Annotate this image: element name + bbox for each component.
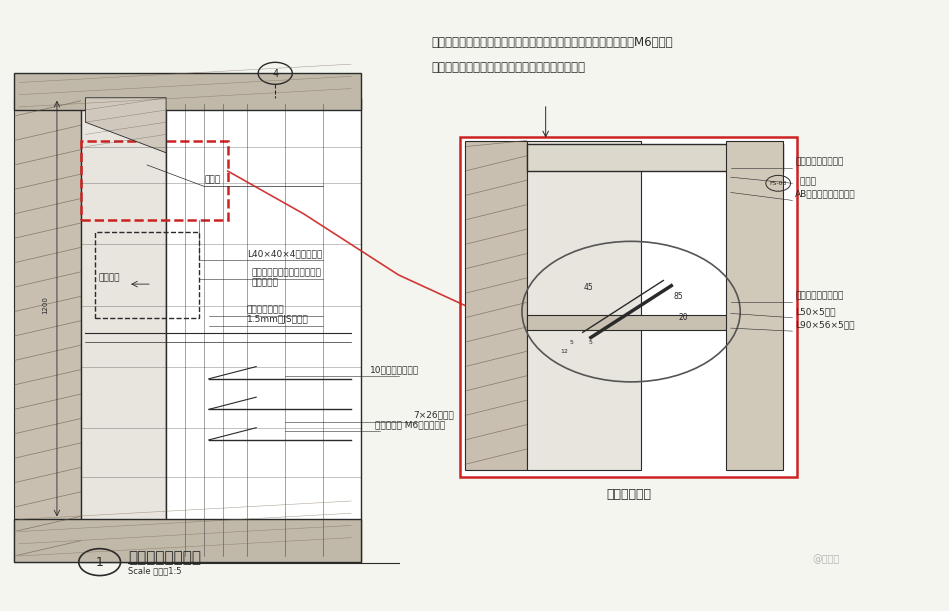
FancyBboxPatch shape [81,98,166,562]
Text: 马桶水箱: 马桶水箱 [99,273,120,282]
Text: 石材干挂件 M6不锈钢转轴: 石材干挂件 M6不锈钢转轴 [375,420,445,429]
Text: FS-03: FS-03 [770,181,787,186]
Text: 1200: 1200 [43,296,48,315]
Text: 5: 5 [569,340,573,345]
FancyBboxPatch shape [527,141,641,470]
FancyBboxPatch shape [14,519,361,562]
FancyBboxPatch shape [527,315,735,330]
Text: Scale 比例：1:5: Scale 比例：1:5 [128,567,181,576]
Text: 转轴，设置滑移槽，较传统检修盖做法更加合理。: 转轴，设置滑移槽，较传统检修盖做法更加合理。 [432,60,586,74]
Text: 85: 85 [674,292,683,301]
Text: 台板检修转动时位置: 台板检修转动时位置 [795,157,844,166]
Text: 检修盖: 检修盖 [204,175,220,185]
Text: 水泥砂浆找平层: 水泥砂浆找平层 [247,306,285,315]
Text: 虚线示意成品马桶水箱及加厚: 虚线示意成品马桶水箱及加厚 [251,268,322,277]
FancyBboxPatch shape [465,141,527,470]
Polygon shape [85,98,166,153]
Text: 台板检修转动时位置: 台板检修转动时位置 [795,291,844,301]
FancyBboxPatch shape [14,98,81,562]
Text: 大理石: 大理石 [797,177,816,186]
Text: 20: 20 [679,313,688,322]
Text: AB环氧树脂胶或橡胶垫: AB环氧树脂胶或橡胶垫 [795,189,856,199]
FancyBboxPatch shape [726,141,783,470]
Text: @地产眼: @地产眼 [812,554,839,564]
Text: L50×5角钢: L50×5角钢 [795,307,836,316]
FancyBboxPatch shape [166,98,361,562]
Text: 说明：马桶检修盖做成活动可掀盖式，使用镀锌角钢做骨架，安装M6不锈钢: 说明：马桶检修盖做成活动可掀盖式，使用镀锌角钢做骨架，安装M6不锈钢 [432,36,674,49]
Text: 10厚氯丁橡胶垫片: 10厚氯丁橡胶垫片 [370,365,419,374]
Text: 1.5mm厚JS防水层: 1.5mm厚JS防水层 [247,315,308,324]
Text: 1: 1 [96,556,103,569]
FancyBboxPatch shape [460,137,797,477]
Text: 5: 5 [588,340,592,345]
Text: 45: 45 [584,283,593,291]
FancyBboxPatch shape [527,144,783,171]
FancyBboxPatch shape [14,73,361,110]
Text: 12: 12 [561,349,568,354]
Text: 悬挂式马桶大样图: 悬挂式马桶大样图 [128,551,201,565]
Text: L90×56×5角钢: L90×56×5角钢 [795,320,855,329]
Text: 7×26滑移槽: 7×26滑移槽 [413,411,454,420]
Text: L40×40×4热镀锌角钢: L40×40×4热镀锌角钢 [247,249,322,258]
Text: 成品干挂件: 成品干挂件 [251,278,278,287]
Text: 检修盖大样图: 检修盖大样图 [606,488,651,502]
Text: 4: 4 [272,69,278,79]
